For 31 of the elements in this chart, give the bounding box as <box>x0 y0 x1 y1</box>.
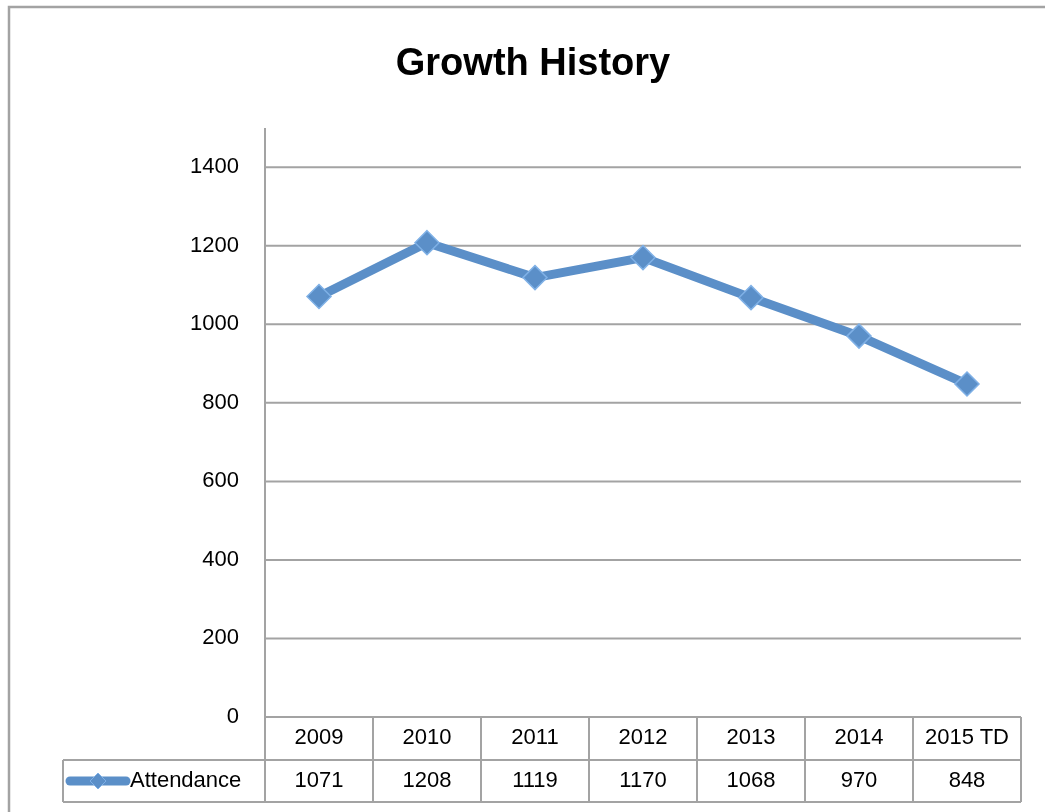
point <box>414 229 440 256</box>
x-tick-label: 2014 <box>834 724 884 750</box>
y-tick-label: 1200 <box>190 231 239 257</box>
data-label: 848 <box>948 766 986 792</box>
point <box>954 371 980 397</box>
data-label: 1071 <box>294 766 344 792</box>
data-label: 1208 <box>402 766 452 792</box>
y-tick-label: 1400 <box>190 153 239 179</box>
point <box>522 264 548 291</box>
x-tick-label: 2012 <box>618 724 668 750</box>
x-tick-label: 2009 <box>294 724 344 750</box>
data-label: 970 <box>840 766 878 792</box>
y-tick-label: 0 <box>226 702 239 728</box>
x-tick-label: 2013 <box>726 724 776 750</box>
y-tick-label: 800 <box>202 388 239 414</box>
x-tick-label: 2010 <box>402 724 452 750</box>
chart-title: Growth History <box>395 41 671 84</box>
point <box>630 244 656 271</box>
point <box>846 323 872 349</box>
data-label: 1119 <box>512 766 558 792</box>
point <box>306 283 332 310</box>
x-tick-label: 2011 <box>511 724 559 750</box>
data-label: 1170 <box>619 766 667 792</box>
legend-label: Attendance <box>130 766 242 792</box>
x-tick-label: 2015 TD <box>925 724 1009 750</box>
y-tick-label: 600 <box>202 467 239 493</box>
y-tick-label: 400 <box>202 545 239 571</box>
point <box>738 284 764 311</box>
y-tick-label: 200 <box>202 624 239 650</box>
data-label: 1068 <box>726 766 776 792</box>
y-tick-label: 1000 <box>190 310 239 336</box>
